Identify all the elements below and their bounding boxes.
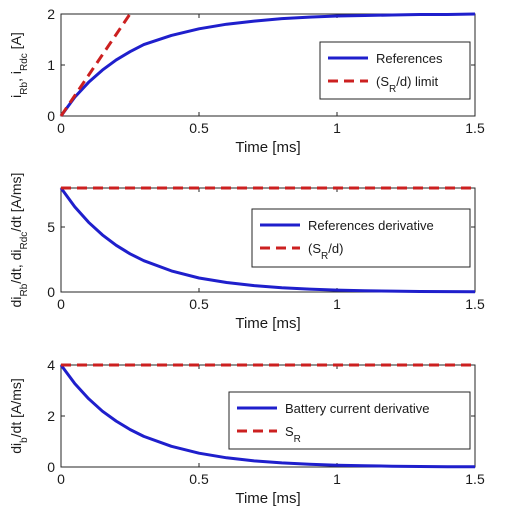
text-part: References derivative <box>308 218 434 233</box>
y-tick-label: 2 <box>47 408 55 424</box>
subscript-text: Rdc <box>19 232 30 250</box>
legend-box <box>228 391 471 450</box>
x-tick-label: 0 <box>57 471 65 487</box>
legend-box <box>251 208 471 268</box>
text-part: Battery current derivative <box>285 401 430 416</box>
series-line-1 <box>59 12 476 117</box>
series-line-1 <box>59 364 475 469</box>
subscript-text: R <box>389 84 396 95</box>
legend-label-1: Battery current derivative <box>285 401 430 416</box>
y-tick-label: 2 <box>47 6 55 22</box>
series-line-2 <box>59 13 132 117</box>
text-part: [A] <box>8 32 24 53</box>
subscript-text: Rdc <box>19 53 30 71</box>
subscript-text: Rb <box>19 283 30 296</box>
subplot-1: 0 0.5 1 1.5 0 1 2 Time [ms] iRb, iRdc [A] Referen… <box>8 6 485 156</box>
legend-label-2: (SR/d) <box>308 241 343 262</box>
text-part: di <box>8 297 24 308</box>
legend: References (SR/d) limit <box>319 41 471 100</box>
x-tick-label: 1.5 <box>465 120 485 136</box>
text-part: di <box>8 443 24 454</box>
text-part: (S <box>376 74 389 89</box>
y-tick-label: 4 <box>47 357 55 373</box>
subscript-text: Rb <box>19 81 30 94</box>
subscript-text: b <box>19 437 30 443</box>
subscript-text: R <box>321 251 328 262</box>
legend: References derivative (SR/d) <box>251 208 471 268</box>
y-tick-label: 1 <box>47 57 55 73</box>
text-part: /d) limit <box>396 74 438 89</box>
x-tick-label: 0.5 <box>189 120 209 136</box>
legend-label-2: SR <box>285 424 301 445</box>
text-part: /dt [A/ms] <box>8 173 24 232</box>
legend-box <box>319 41 471 100</box>
x-axis-label: Time [ms] <box>235 139 300 156</box>
subplot-2: 0 0.5 1 1.5 0 5 Time [ms] diRb/dt, diRdc/dt [A/… <box>8 173 485 332</box>
legend-label-1: References <box>376 51 443 66</box>
x-axis-label: Time [ms] <box>235 490 300 507</box>
y-tick-label: 0 <box>47 459 55 475</box>
legend-label-2: (SR/d) limit <box>376 74 439 95</box>
text-part: /dt [A/ms] <box>8 378 24 437</box>
x-tick-label: 0.5 <box>189 296 209 312</box>
y-tick-label: 5 <box>47 219 55 235</box>
y-tick-label: 0 <box>47 284 55 300</box>
subplot-3: 0 0.5 1 1.5 0 2 4 Time [ms] dib/dt [A/ms] Battery… <box>8 357 485 507</box>
subscript-text: R <box>294 434 301 445</box>
y-axis-label: dib/dt [A/ms] <box>8 378 30 454</box>
x-tick-label: 1.5 <box>465 296 485 312</box>
series-line-1 <box>59 187 476 294</box>
y-axis-label: diRb/dt, diRdc/dt [A/ms] <box>8 173 30 308</box>
text-part: References <box>376 51 443 66</box>
text-part: , i <box>8 71 24 82</box>
x-axis-label: Time [ms] <box>235 315 300 332</box>
x-tick-label: 1 <box>333 471 341 487</box>
y-tick-label: 0 <box>47 108 55 124</box>
y-axis-label: iRb, iRdc [A] <box>8 32 30 98</box>
text-part: /d) <box>328 241 343 256</box>
text-part: S <box>285 424 294 439</box>
x-tick-label: 1.5 <box>465 471 485 487</box>
text-part: (S <box>308 241 321 256</box>
x-tick-label: 0.5 <box>189 471 209 487</box>
x-tick-label: 0 <box>57 120 65 136</box>
x-tick-label: 1 <box>333 296 341 312</box>
x-tick-label: 0 <box>57 296 65 312</box>
legend: Battery current derivative SR <box>228 391 471 450</box>
legend-label-1: References derivative <box>308 218 434 233</box>
text-part: /dt, di <box>8 249 24 283</box>
x-tick-label: 1 <box>333 120 341 136</box>
text-part: i <box>8 95 24 98</box>
